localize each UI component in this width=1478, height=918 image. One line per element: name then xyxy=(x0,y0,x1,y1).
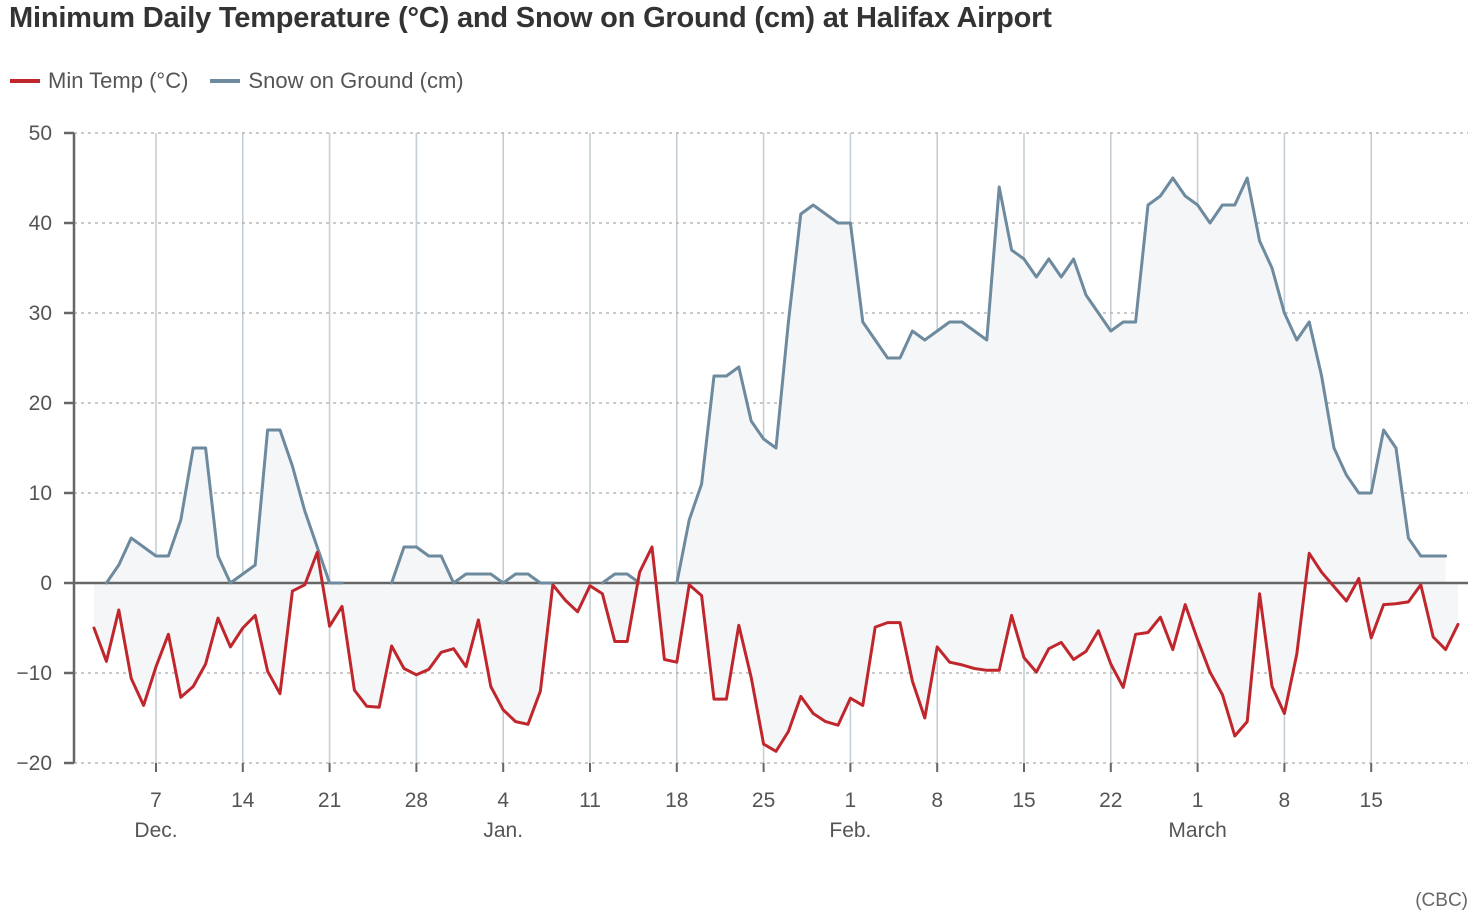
x-tick-label: 25 xyxy=(752,789,775,812)
source-credit: (CBC) xyxy=(1415,890,1468,911)
month-label: March xyxy=(1168,819,1226,842)
x-tick-label: 21 xyxy=(318,789,341,812)
legend: Min Temp (°C) Snow on Ground (cm) xyxy=(10,66,486,96)
x-tick-label: 18 xyxy=(665,789,688,812)
x-tick-label: 7 xyxy=(150,789,162,812)
series-area-1 xyxy=(391,547,553,583)
series-area-1 xyxy=(676,178,1446,583)
horizontal-gridlines xyxy=(74,132,1468,764)
min-temp-line xyxy=(92,545,1460,753)
x-tick-label: 28 xyxy=(405,789,428,812)
x-tick-label: 8 xyxy=(931,789,943,812)
legend-swatch-min-temp xyxy=(10,79,40,83)
x-tick-label: 1 xyxy=(845,789,857,812)
series-lines xyxy=(92,176,1460,753)
month-label: Dec. xyxy=(134,819,177,842)
month-label: Jan. xyxy=(483,819,523,842)
x-tick-label: 11 xyxy=(579,789,601,812)
y-tick-label: 30 xyxy=(29,302,52,325)
legend-label-min-temp: Min Temp (°C) xyxy=(48,68,189,93)
y-tick-label: 50 xyxy=(29,122,52,145)
legend-label-snow: Snow on Ground (cm) xyxy=(248,68,464,93)
x-tick-label: 22 xyxy=(1099,789,1122,812)
month-label: Feb. xyxy=(829,819,871,842)
x-tick-label: 1 xyxy=(1192,789,1204,812)
series-area-1 xyxy=(106,430,343,583)
y-tick-label: 10 xyxy=(29,482,52,505)
legend-item-min-temp: Min Temp (°C) xyxy=(10,68,188,94)
x-tick-label: 4 xyxy=(497,789,509,812)
x-tick-label: 8 xyxy=(1279,789,1291,812)
y-tick-label: 0 xyxy=(40,572,52,595)
axes xyxy=(64,131,1373,772)
y-tick-label: 40 xyxy=(29,212,52,235)
legend-item-snow: Snow on Ground (cm) xyxy=(210,68,464,94)
chart-title: Minimum Daily Temperature (°C) and Snow … xyxy=(9,2,1052,34)
x-tick-label: 15 xyxy=(1012,789,1035,812)
series-area-0 xyxy=(94,547,1458,752)
legend-swatch-snow xyxy=(210,79,241,83)
x-tick-label: 14 xyxy=(231,789,255,812)
x-tick-label: 15 xyxy=(1360,789,1383,812)
y-tick-label: 20 xyxy=(29,392,52,415)
y-tick-label: −10 xyxy=(16,662,52,685)
y-tick-label: −20 xyxy=(16,752,52,775)
snow-line xyxy=(104,176,1448,585)
